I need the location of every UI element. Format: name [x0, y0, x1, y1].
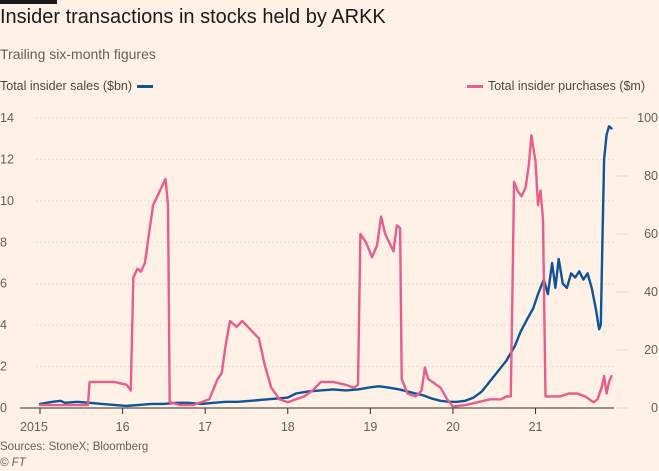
legend-sales: Total insider sales ($bn): [0, 79, 158, 93]
y-left-tick-label: 4: [0, 318, 7, 332]
y-right-tick-label: 20: [644, 343, 658, 357]
y-right-tick-label: 80: [644, 169, 658, 183]
x-tick-label: 2015: [20, 420, 48, 434]
y-left-tick-label: 6: [0, 277, 7, 291]
chart-canvas: 0 2 4 6 8 10 12 14 0 20 40 60 80 100 2015 16 17 18 19 20 21: [0, 111, 658, 434]
y-left-tick-label: 12: [0, 152, 14, 166]
legend-sales-label: Total insider sales ($bn): [0, 79, 133, 93]
x-tick-label: 21: [529, 420, 543, 434]
y-left-tick-label: 0: [0, 401, 7, 415]
legend-purchases-swatch: [466, 84, 483, 88]
x-tick-label: 20: [446, 420, 460, 434]
y-left-tick-label: 14: [0, 111, 14, 125]
brand-bar: [0, 0, 57, 4]
source-note: Sources: StoneX; Bloomberg: [0, 441, 149, 453]
y-right-tick-label: 40: [644, 285, 658, 299]
series-line-sales: [38, 125, 613, 408]
x-tick-label: 18: [281, 420, 295, 434]
x-tick-label: 19: [363, 420, 377, 434]
legend-sales-swatch: [137, 84, 154, 88]
x-tick-label: 17: [198, 420, 212, 434]
y-left-tick-label: 10: [0, 194, 14, 208]
y-left-tick-label: 8: [0, 235, 7, 249]
series-line-purchases: [38, 134, 613, 408]
y-left-tick-label: 2: [0, 360, 7, 374]
y-right-tick-label: 60: [644, 227, 658, 241]
y-right-tick-label: 0: [651, 401, 658, 415]
x-tick-label: 16: [116, 420, 130, 434]
legend-purchases-label: Total insider purchases ($m): [487, 79, 645, 93]
copyright-note: © FT: [0, 457, 26, 469]
chart-subtitle: Trailing six-month figures: [0, 46, 156, 62]
legend-purchases: Total insider purchases ($m): [462, 79, 645, 93]
chart-title: Insider transactions in stocks held by A…: [0, 6, 386, 28]
y-right-tick-label: 100: [637, 111, 658, 125]
